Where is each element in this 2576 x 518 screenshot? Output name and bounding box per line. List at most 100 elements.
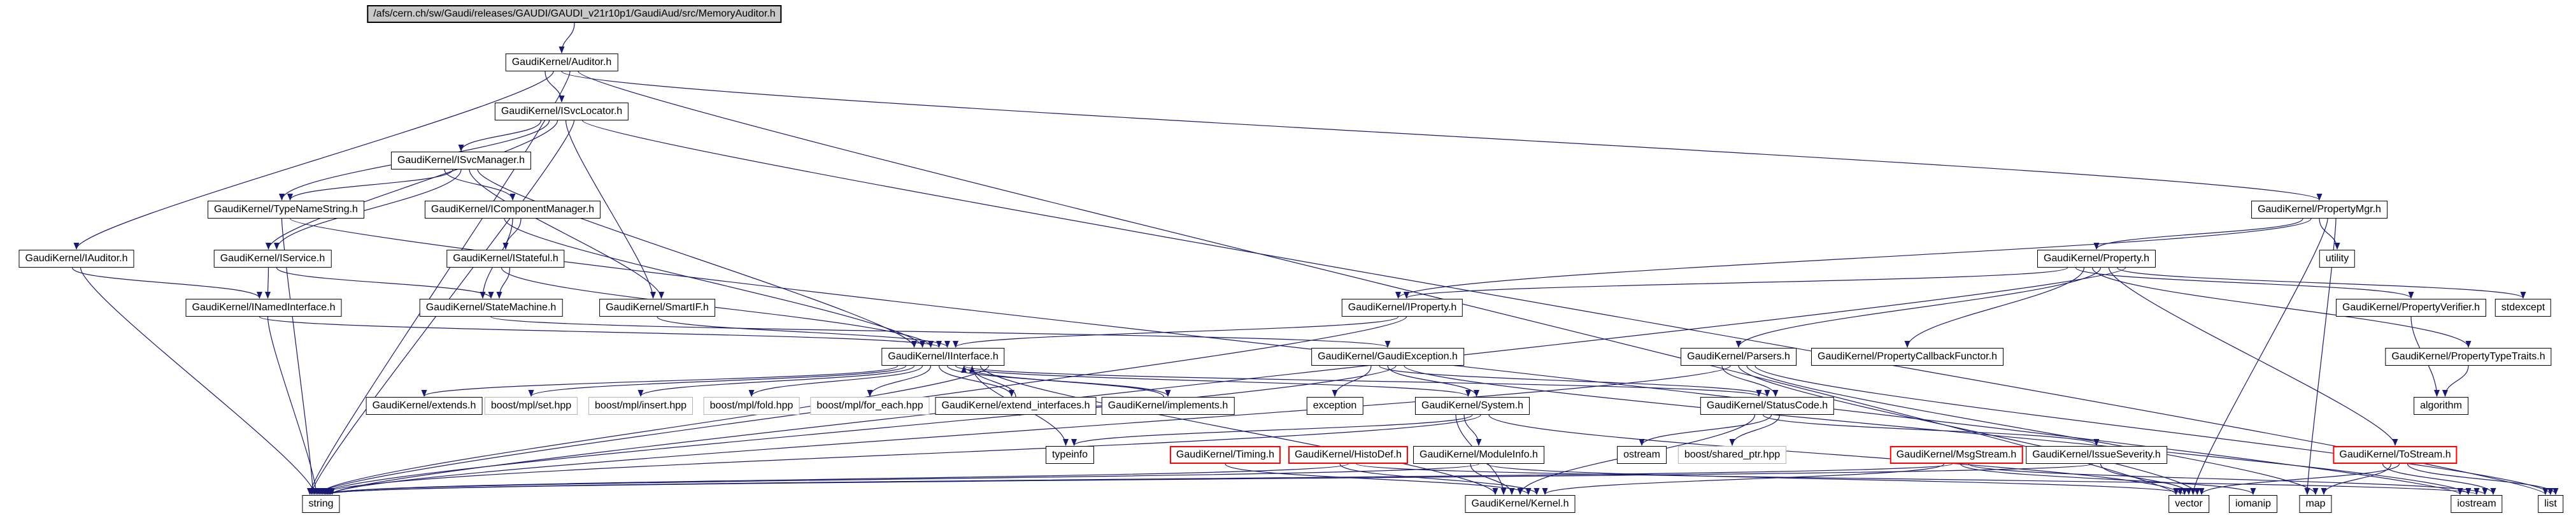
- edge-system-to-typeinfo: [1071, 414, 1473, 446]
- node-msgstream[interactable]: GaudiKernel/MsgStream.h: [1889, 446, 2023, 464]
- edge-extend_interfaces-to-iinterface: [969, 366, 1016, 398]
- edge-iinterface-to-extends: [421, 365, 899, 397]
- node-mpl_set[interactable]: boost/mpl/set.hpp: [484, 397, 578, 415]
- edge-smartif-to-iinterface: [657, 316, 950, 348]
- edge-istateful-to-statemachine: [496, 267, 511, 299]
- edge-auditor-to-iauditor: [73, 71, 554, 250]
- edge-isvcmanager-to-icomponentmanager: [444, 169, 516, 201]
- edge-parsers-to-map: [1746, 365, 2319, 495]
- edge-root-to-auditor: [559, 22, 575, 54]
- node-iservice[interactable]: GaudiKernel/IService.h: [213, 250, 332, 268]
- edge-tostream-to-map: [2321, 463, 2392, 495]
- node-histodef[interactable]: GaudiKernel/HistoDef.h: [1288, 446, 1409, 464]
- edge-propertymgr-to-property: [2093, 218, 2303, 250]
- node-statemachine[interactable]: GaudiKernel/StateMachine.h: [419, 299, 563, 317]
- edge-msgstream-to-string: [327, 463, 1953, 495]
- edge-parsers-to-string: [329, 365, 1731, 495]
- node-iostream[interactable]: iostream: [2451, 495, 2503, 513]
- edge-iinterface-to-mpl_set: [528, 365, 907, 397]
- edge-property-to-string: [328, 267, 2126, 495]
- edge-iinterface-to-system: [955, 365, 1471, 397]
- node-shared_ptr[interactable]: boost/shared_ptr.hpp: [1677, 446, 1787, 464]
- edge-isvclocator-to-iservice: [266, 120, 559, 250]
- node-issueseverity[interactable]: GaudiKernel/IssueSeverity.h: [2026, 446, 2167, 464]
- node-property[interactable]: GaudiKernel/Property.h: [2037, 250, 2156, 268]
- node-tostream[interactable]: GaudiKernel/ToStream.h: [2333, 446, 2458, 464]
- node-iauditor[interactable]: GaudiKernel/IAuditor.h: [18, 250, 134, 268]
- node-root[interactable]: /afs/cern.ch/sw/Gaudi/releases/GAUDI/GAU…: [367, 5, 782, 23]
- edge-parsers-to-list: [1754, 365, 2554, 495]
- node-system[interactable]: GaudiKernel/System.h: [1414, 397, 1530, 415]
- edge-tostream-to-list: [2407, 463, 2559, 495]
- node-moduleinfo[interactable]: GaudiKernel/ModuleInfo.h: [1413, 446, 1544, 464]
- node-algorithm[interactable]: algorithm: [2414, 397, 2468, 415]
- node-gaudiexception[interactable]: GaudiKernel/GaudiException.h: [1311, 348, 1464, 366]
- node-icomponentmanager[interactable]: GaudiKernel/IComponentManager.h: [424, 201, 601, 219]
- node-mpl_fold[interactable]: boost/mpl/fold.hpp: [703, 397, 800, 415]
- edge-iinterface-to-mpl_fold: [748, 365, 923, 397]
- edge-property-to-propertyverifier: [2075, 267, 2414, 299]
- node-iomanip[interactable]: iomanip: [2228, 495, 2278, 513]
- node-iproperty[interactable]: GaudiKernel/IProperty.h: [1341, 299, 1463, 317]
- node-timing[interactable]: GaudiKernel/Timing.h: [1169, 446, 1281, 464]
- node-propertycallbackfunctor[interactable]: GaudiKernel/PropertyCallbackFunctor.h: [1811, 348, 2003, 366]
- node-istateful[interactable]: GaudiKernel/IStateful.h: [446, 250, 565, 268]
- node-string[interactable]: string: [302, 495, 340, 513]
- edge-propertymgr-to-vector: [2190, 218, 2328, 495]
- edge-iinterface-to-kernel: [979, 365, 1498, 495]
- edge-auditor-to-string: [307, 71, 571, 495]
- edge-isvclocator-to-isvcmanager: [458, 120, 542, 152]
- node-mpl_for_each[interactable]: boost/mpl/for_each.hpp: [810, 397, 930, 415]
- node-inamedinterface[interactable]: GaudiKernel/INamedInterface.h: [185, 299, 342, 317]
- edge-isvcmanager-to-typenamestring: [287, 169, 453, 201]
- edge-iauditor-to-string: [80, 267, 318, 495]
- node-stdexcept[interactable]: stdexcept: [2494, 299, 2552, 317]
- node-parsers[interactable]: GaudiKernel/Parsers.h: [1681, 348, 1797, 366]
- node-typenamestring[interactable]: GaudiKernel/TypeNameString.h: [208, 201, 364, 219]
- edge-issueseverity-to-vector: [2100, 463, 2192, 495]
- edge-isvcmanager-to-iservice: [274, 169, 462, 250]
- edge-iauditor-to-inamedinterface: [71, 267, 262, 299]
- node-propertymgr[interactable]: GaudiKernel/PropertyMgr.h: [2251, 201, 2387, 219]
- node-iinterface[interactable]: GaudiKernel/IInterface.h: [881, 348, 1005, 366]
- edge-iinterface-to-extend_interfaces: [938, 365, 1014, 397]
- edge-propertytypetraits-to-algorithm: [2442, 365, 2469, 397]
- node-list[interactable]: list: [2538, 495, 2563, 513]
- node-utility[interactable]: utility: [2319, 250, 2356, 268]
- edge-icomponentmanager-to-istateful: [502, 218, 522, 250]
- edge-iinterface-to-statuscode: [963, 365, 1761, 397]
- node-isvcmanager[interactable]: GaudiKernel/ISvcManager.h: [390, 152, 532, 169]
- edge-iinterface-to-string: [317, 365, 990, 495]
- edge-tostream-to-vector: [2198, 463, 2400, 495]
- edge-property-to-propertycallbackfunctor: [1904, 267, 2085, 348]
- edge-isvclocator-to-smartif: [565, 120, 656, 299]
- edge-statuscode-to-ostream: [1639, 414, 1772, 446]
- node-auditor[interactable]: GaudiKernel/Auditor.h: [505, 54, 618, 71]
- edge-moduleinfo-to-kernel: [1470, 463, 1515, 495]
- node-propertyverifier[interactable]: GaudiKernel/PropertyVerifier.h: [2335, 299, 2487, 317]
- node-extend_interfaces[interactable]: GaudiKernel/extend_interfaces.h: [935, 397, 1097, 415]
- node-mpl_insert[interactable]: boost/mpl/insert.hpp: [588, 397, 694, 415]
- node-kernel[interactable]: GaudiKernel/Kernel.h: [1465, 495, 1576, 513]
- edge-system-to-moduleinfo: [1463, 414, 1482, 446]
- edge-msgstream-to-iostream: [1968, 463, 2488, 495]
- node-isvclocator[interactable]: GaudiKernel/ISvcLocator.h: [494, 103, 629, 120]
- edge-iinterface-to-mpl_for_each: [867, 365, 932, 397]
- node-ostream[interactable]: ostream: [1617, 446, 1667, 464]
- edge-moduleinfo-to-string: [322, 463, 1479, 495]
- node-implements[interactable]: GaudiKernel/implements.h: [1101, 397, 1235, 415]
- node-typeinfo[interactable]: typeinfo: [1045, 446, 1095, 464]
- edge-typenamestring-to-string: [281, 218, 316, 495]
- edge-parsers-to-vector: [1738, 365, 2200, 495]
- edge-timing-to-kernel: [1225, 463, 1532, 495]
- node-vector[interactable]: vector: [2168, 495, 2209, 513]
- node-statuscode[interactable]: GaudiKernel/StatusCode.h: [1700, 397, 1835, 415]
- node-extends[interactable]: GaudiKernel/extends.h: [366, 397, 483, 415]
- edge-msgstream-to-kernel: [1542, 463, 1945, 495]
- node-propertytypetraits[interactable]: GaudiKernel/PropertyTypeTraits.h: [2385, 348, 2552, 366]
- node-exception[interactable]: exception: [1306, 397, 1363, 415]
- node-smartif[interactable]: GaudiKernel/SmartIF.h: [599, 299, 715, 317]
- edge-statuscode-to-shared_ptr: [1729, 414, 1781, 446]
- node-map[interactable]: map: [2299, 495, 2332, 513]
